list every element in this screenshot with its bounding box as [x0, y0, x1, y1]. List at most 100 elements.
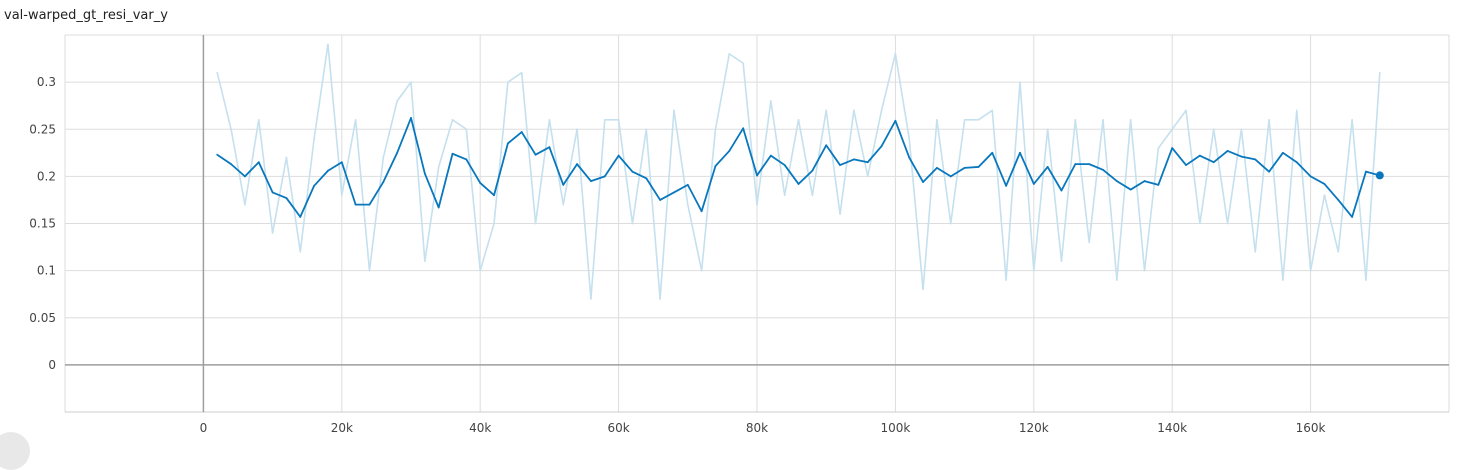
series-segment: [1046, 166, 1063, 192]
series-segment: [1240, 155, 1257, 161]
x-tick-label: 160k: [1296, 421, 1326, 435]
series-segment: [1351, 119, 1367, 281]
x-tick-label: 80k: [746, 421, 768, 435]
series-segment: [894, 53, 911, 140]
series-segment: [230, 128, 246, 206]
series-segment: [1115, 180, 1132, 191]
y-tick-label: 0.05: [29, 311, 56, 325]
series-segment: [451, 152, 468, 161]
series-segment: [700, 165, 717, 213]
series-segment: [811, 144, 828, 172]
series-segment: [963, 166, 980, 169]
series-segment: [548, 119, 565, 206]
series-segment: [1198, 154, 1215, 164]
series-segment: [1102, 168, 1118, 182]
x-tick-label: 100k: [880, 421, 910, 435]
series-segment: [880, 53, 897, 112]
series-segment: [797, 119, 814, 197]
series-segment: [1268, 151, 1284, 173]
series-segment: [1212, 128, 1229, 225]
y-tick-labels: 0 0.05 0.1 0.15 0.2 0.25 0.3: [29, 75, 56, 372]
series-segment: [465, 128, 482, 272]
x-tick-labels: 0 20k 40k 60k 80k 100k 120k 140k 160k: [200, 421, 1326, 435]
series-segment: [866, 109, 883, 178]
series-segment: [437, 152, 454, 209]
series-segment: [562, 128, 578, 206]
series-segment: [354, 119, 371, 272]
series-segment: [257, 161, 274, 194]
last-point-group: [1375, 171, 1384, 180]
series-segment: [977, 109, 994, 121]
series-segment: [1268, 119, 1284, 281]
series-segment: [1199, 128, 1215, 225]
series-segment: [1254, 158, 1270, 173]
series-segment: [244, 161, 260, 178]
series-segment: [700, 128, 717, 272]
x-tick-label: 140k: [1157, 421, 1187, 435]
series-segment: [340, 161, 357, 206]
series-segment: [1295, 109, 1312, 272]
series-segment: [894, 119, 911, 159]
x-tick-label: 60k: [607, 421, 629, 435]
series-segment: [1143, 147, 1160, 272]
series-segment: [299, 137, 315, 253]
series-segment: [659, 191, 675, 201]
series-segment: [659, 109, 675, 300]
series-segment: [216, 153, 232, 166]
series-segment: [396, 117, 412, 154]
x-tick-label: 0: [200, 421, 208, 435]
series-segment: [244, 119, 260, 206]
series-segment: [1365, 71, 1381, 281]
series-segment: [590, 175, 606, 182]
series-segment: [1212, 150, 1229, 164]
series-segment: [783, 119, 800, 197]
series-segment: [839, 158, 855, 166]
series-segment: [1116, 119, 1132, 281]
series-segment: [1143, 180, 1160, 186]
series-segment: [1157, 128, 1173, 149]
line-chart[interactable]: 0 0.05 0.1 0.15 0.2 0.25 0.3 0 20k 40k 60k 80k 100k…: [0, 0, 1465, 440]
series-segment: [1351, 170, 1367, 218]
series-segment: [1337, 199, 1354, 218]
series-segment: [991, 151, 1008, 187]
series-segment: [1171, 109, 1187, 131]
raw-series: [216, 43, 1381, 300]
y-tick-label: 0.15: [29, 217, 56, 231]
series-segment: [617, 119, 634, 225]
series-segment: [340, 119, 357, 197]
series-segment: [1060, 119, 1077, 263]
series-segment: [714, 150, 731, 167]
series-segment: [1033, 128, 1049, 272]
series-segment: [368, 181, 385, 206]
series-segment: [285, 156, 302, 253]
series-segment: [1074, 119, 1090, 244]
series-segment: [451, 119, 468, 131]
series-segment: [230, 163, 246, 178]
series-segment: [534, 119, 551, 225]
y-tick-label: 0: [48, 358, 56, 372]
series-segment: [299, 184, 316, 218]
series-segment: [465, 158, 482, 184]
series-segment: [1157, 147, 1174, 186]
series-segment: [673, 109, 689, 206]
series-segment: [783, 164, 800, 185]
series-segment: [423, 172, 440, 209]
series-segment: [590, 119, 606, 300]
series-segment: [728, 53, 744, 65]
series-segment: [603, 154, 620, 178]
series-segment: [645, 177, 662, 201]
series-segment: [1240, 128, 1257, 253]
series-segment: [977, 151, 994, 168]
series-segment: [686, 203, 703, 272]
series-segment: [742, 62, 758, 206]
series-segment: [908, 156, 924, 183]
series-segment: [1337, 119, 1353, 253]
series-segment: [880, 119, 897, 148]
series-segment: [1226, 150, 1243, 158]
series-segment: [1282, 151, 1298, 164]
series-segment: [852, 158, 869, 164]
series-segment: [285, 197, 302, 218]
series-segment: [1019, 81, 1035, 272]
series-segment: [327, 161, 343, 172]
series-segment: [922, 119, 938, 291]
